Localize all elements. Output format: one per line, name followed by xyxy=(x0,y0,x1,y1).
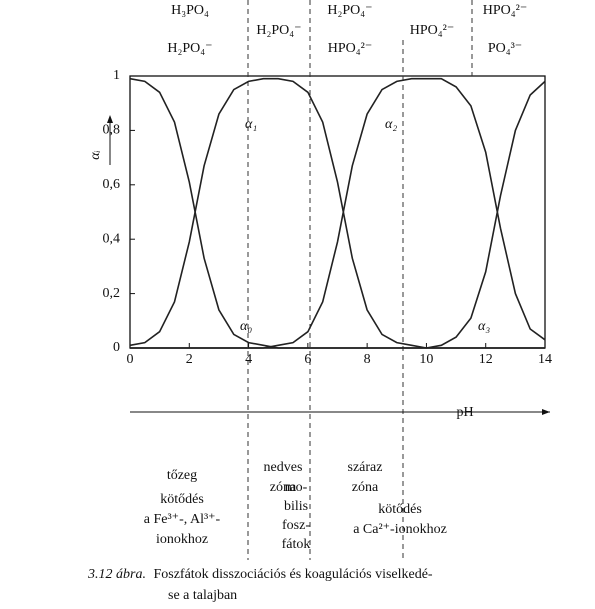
caption-text: Foszfátok disszociációs és koagulációs v… xyxy=(153,567,432,582)
ph-arrow-head xyxy=(542,409,550,415)
binding-label: a Ca²⁺-ionokhoz xyxy=(353,522,447,537)
curve-label: α₀ xyxy=(240,319,252,334)
y-tick-label: 0 xyxy=(113,340,120,355)
zone-label: zóna xyxy=(270,480,297,495)
species-label: H₂PO₄⁻ xyxy=(167,41,212,56)
x-tick-label: 12 xyxy=(479,352,493,367)
binding-label: fosz- xyxy=(282,518,310,533)
caption: 3.12 ábra. Foszfátok disszociációs és ko… xyxy=(87,567,433,582)
curve-label: α₃ xyxy=(478,319,490,334)
x-tick-label: 10 xyxy=(419,352,433,367)
binding-label: a Fe³⁺-, Al³⁺- xyxy=(144,512,221,527)
curve-label: α₂ xyxy=(385,117,397,132)
caption-text: se a talajban xyxy=(168,588,237,603)
x-tick-label: 0 xyxy=(127,352,134,367)
x-tick-label: 2 xyxy=(186,352,193,367)
y-tick-label: 0,2 xyxy=(103,286,121,301)
y-arrow-head xyxy=(107,115,113,123)
binding-label: kötődés xyxy=(378,502,422,517)
species-label: H₂PO₄⁻ xyxy=(256,23,301,38)
species-label: H₂PO₄⁻ xyxy=(327,3,372,18)
x-tick-label: 4 xyxy=(245,352,252,367)
zone-label: zóna xyxy=(352,480,379,495)
x-tick-label: 8 xyxy=(364,352,371,367)
binding-label: mo- xyxy=(285,480,308,495)
species-label: H₃PO₄ xyxy=(171,3,209,18)
caption-number: 3.12 ábra. xyxy=(87,567,146,582)
x-axis-label: pH xyxy=(456,405,473,420)
y-tick-label: 0,6 xyxy=(103,177,121,192)
zone-label: tőzeg xyxy=(167,468,197,483)
species-label: HPO₄²⁻ xyxy=(483,3,527,18)
binding-label: fátok xyxy=(282,537,311,552)
y-tick-label: 0,8 xyxy=(103,123,121,138)
binding-label: bilis xyxy=(284,499,308,514)
species-label: HPO₄²⁻ xyxy=(410,23,454,38)
x-tick-label: 6 xyxy=(304,352,311,367)
curve xyxy=(129,77,545,349)
y-axis-label: αᵢ xyxy=(88,150,103,160)
species-label: PO₄³⁻ xyxy=(488,41,522,56)
binding-label: kötődés xyxy=(160,492,204,507)
curve xyxy=(130,80,546,349)
species-labels: H₃PO₄ H₂PO₄⁻ H₂PO₄⁻ H₂PO₄⁻ HPO₄²⁻ HPO₄²⁻ HPO₄²… xyxy=(167,3,527,56)
curve-label: α₁ xyxy=(245,117,257,132)
species-label: HPO₄²⁻ xyxy=(328,41,372,56)
zone-label: nedves xyxy=(264,460,303,475)
zone-labels: tőzeg nedves zóna száraz zóna kötődés a Fe³⁺-,… xyxy=(144,460,447,552)
zone-label: száraz xyxy=(348,460,383,475)
binding-label: ionokhoz xyxy=(156,532,208,547)
y-tick-label: 1 xyxy=(113,68,120,83)
x-tick-label: 14 xyxy=(538,352,552,367)
y-tick-label: 0,4 xyxy=(103,231,121,246)
